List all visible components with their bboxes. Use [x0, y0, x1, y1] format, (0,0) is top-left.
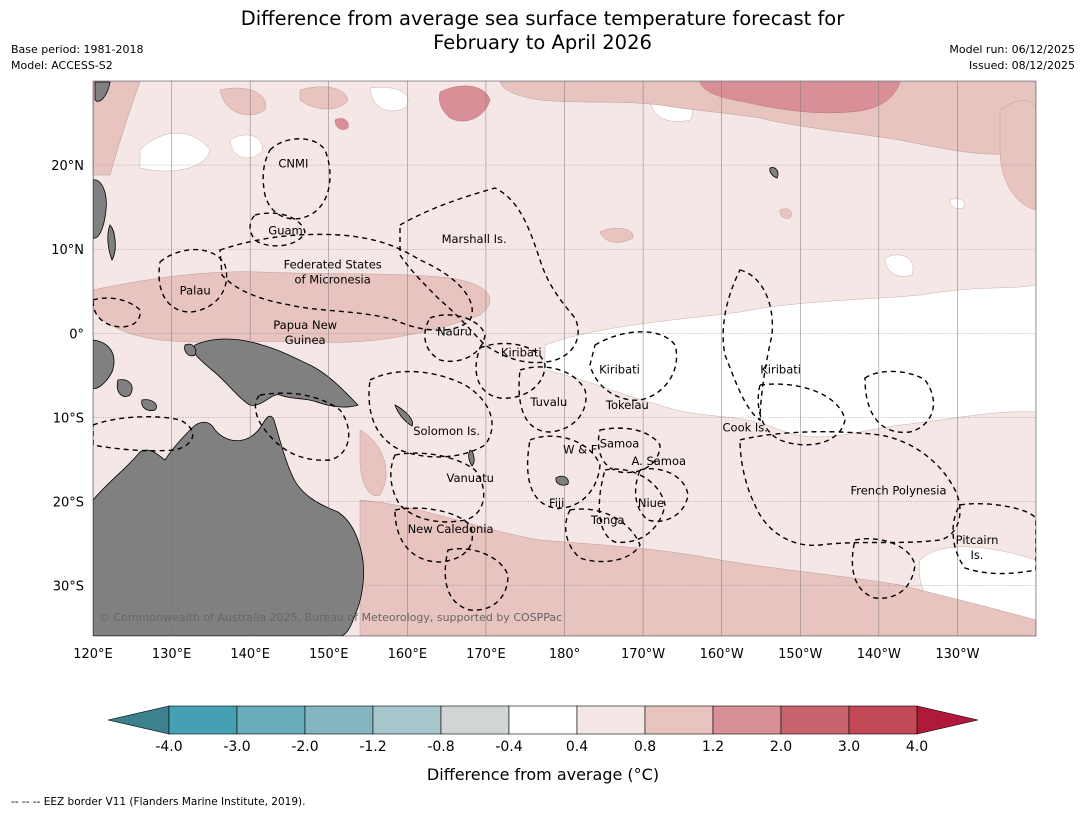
colorbar-tick-label: 3.0 [838, 739, 860, 755]
map-title: Difference from average sea surface temp… [0, 7, 1085, 55]
colorbar-bin [644, 705, 714, 735]
header-metadata-left: Base period: 1981-2018 Model: ACCESS-S2 [11, 42, 143, 74]
place-label: Kiribati [760, 362, 801, 376]
longitude-tick-label: 130°W [935, 647, 979, 662]
colorbar-over-triangle [916, 705, 979, 735]
place-label: Vanuatu [446, 471, 493, 485]
colorbar-tick-label: -1.2 [359, 739, 386, 755]
longitude-tick-label: 180° [549, 647, 580, 662]
colorbar-tick-label: -3.0 [223, 739, 250, 755]
colorbar-bin [780, 705, 850, 735]
place-label: Samoa [600, 436, 640, 450]
longitude-tick-labels: 120°E 130°E 140°E 150°E 160°E 170°E 180° 170°W 1… [73, 647, 979, 662]
place-label: Fiji [549, 496, 564, 510]
header-metadata-right: Model run: 06/12/2025 Issued: 08/12/2025 [949, 42, 1075, 74]
new-guinea-land [193, 338, 359, 408]
colorbar-bin [440, 705, 510, 735]
colorbar-bin [236, 705, 306, 735]
title-line-1: Difference from average sea surface temp… [240, 7, 845, 30]
latitude-tick-label: 0° [69, 327, 84, 342]
latitude-tick-labels: 20°N 10°N 0° 10°S 20°S 30°S [51, 159, 84, 594]
colorbar-tick-label: 4.0 [906, 739, 928, 755]
longitude-tick-label: 140°W [857, 647, 901, 662]
place-label: French Polynesia [850, 484, 946, 498]
place-label: Federated States [284, 257, 382, 271]
colorbar-bin [508, 705, 578, 735]
colorbar-under-triangle [107, 705, 170, 735]
copyright-notice: © Commonwealth of Australia 2025, Bureau… [99, 611, 562, 624]
longitude-tick-label: 160°E [388, 647, 428, 662]
title-line-2: February to April 2026 [433, 31, 652, 54]
borneo-sulawesi-land [93, 339, 115, 389]
colorbar-tick-label: -2.0 [291, 739, 318, 755]
colorbar-tick-label: 1.2 [702, 739, 724, 755]
model-name: Model: ACCESS-S2 [11, 59, 113, 72]
place-label: Nauru [437, 325, 472, 339]
longitude-tick-label: 160°W [700, 647, 744, 662]
eez-legend-note: -- -- -- EEZ border V11 (Flanders Marine… [11, 796, 306, 808]
colorbar: -4.0 -3.0 -2.0 -1.2 -0.8 -0.4 0.4 0.8 1.2 2.0 3.0 4… [107, 705, 979, 784]
place-label: Guam [268, 224, 302, 238]
model-run-date: Model run: 06/12/2025 [949, 43, 1075, 56]
place-label: Palau [180, 283, 211, 297]
map-gridlines [93, 81, 1036, 636]
sst-anomaly-map: © Commonwealth of Australia 2025, Bureau… [93, 81, 1036, 636]
colorbar-bin [576, 705, 646, 735]
place-label: of Micronesia [295, 272, 371, 286]
place-label: Pitcairn [956, 533, 999, 547]
colorbar-tick-label: 2.0 [770, 739, 792, 755]
longitude-tick-label: 150°E [309, 647, 349, 662]
latitude-tick-label: 20°S [53, 495, 84, 510]
latitude-tick-label: 30°S [53, 580, 84, 595]
colorbar-bin [712, 705, 782, 735]
colorbar-bin [848, 705, 918, 735]
place-label: Kiribati [599, 362, 640, 376]
map-frame [92, 80, 1037, 637]
place-label: Tuvalu [529, 395, 567, 409]
longitude-tick-label: 150°W [778, 647, 822, 662]
colorbar-tick-label: 0.8 [634, 739, 656, 755]
longitude-tick-label: 130°E [152, 647, 192, 662]
latitude-tick-label: 10°S [53, 411, 84, 426]
place-label: New Caledonia [408, 522, 494, 536]
colorbar-title: Difference from average (°C) [427, 765, 659, 784]
place-label: Guinea [285, 333, 326, 347]
place-label: Kiribati [501, 346, 542, 360]
place-label: Is. [971, 548, 984, 562]
colorbar-tick-label: -0.4 [495, 739, 522, 755]
place-label: Solomon Is. [413, 424, 480, 438]
place-label: Papua New [273, 318, 337, 332]
land-masses [93, 81, 779, 636]
issued-date: Issued: 08/12/2025 [968, 59, 1075, 72]
moderate-warm-regions [93, 81, 1036, 636]
colorbar-bin [304, 705, 374, 735]
base-period: Base period: 1981-2018 [11, 43, 144, 56]
colorbar-bin [168, 705, 238, 735]
place-label: W & F [563, 442, 597, 456]
latitude-tick-label: 20°N [51, 159, 84, 174]
longitude-tick-label: 120°E [73, 647, 113, 662]
longitude-tick-label: 170°W [621, 647, 665, 662]
place-label: Niue [638, 496, 664, 510]
place-label: CNMI [278, 156, 308, 170]
australia-land [93, 415, 364, 636]
eez-borders [93, 138, 1036, 611]
colorbar-tick-label: -4.0 [155, 739, 182, 755]
longitude-tick-label: 170°E [466, 647, 506, 662]
place-label: Tonga [590, 513, 625, 527]
place-label: Tokelau [605, 398, 649, 412]
place-label: Marshall Is. [442, 232, 507, 246]
colorbar-tick-label: -0.8 [427, 739, 454, 755]
place-label: A. Samoa [631, 454, 686, 468]
colorbar-bin [372, 705, 442, 735]
longitude-tick-label: 140°E [230, 647, 270, 662]
latitude-tick-label: 10°N [51, 243, 84, 258]
colorbar-tick-label: 0.4 [566, 739, 588, 755]
place-label: Cook Is. [723, 420, 768, 434]
